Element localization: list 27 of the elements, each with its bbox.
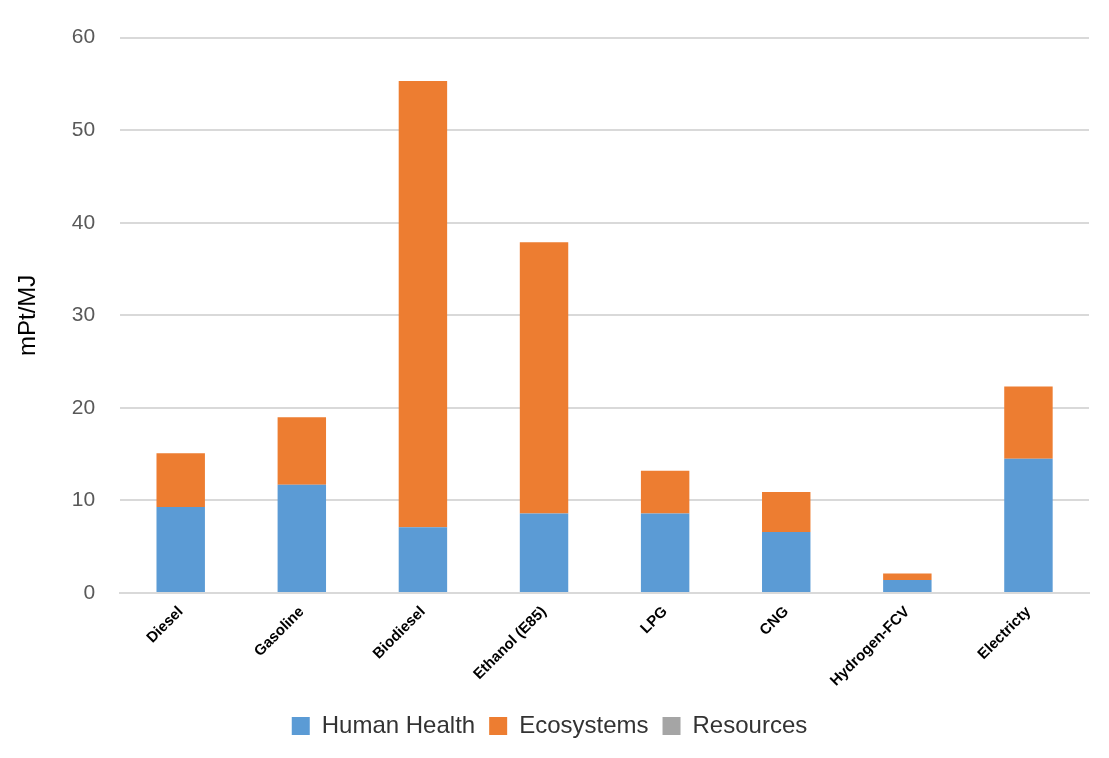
y-axis-title: mPt/MJ [13,274,41,356]
bar [883,580,932,593]
y-tick-label: 30 [71,302,96,326]
y-tick-label: 40 [71,209,96,233]
bar [398,81,448,528]
bar [519,242,569,514]
bar [1004,386,1053,459]
bar [762,492,811,532]
bar [762,531,811,593]
bar [883,573,932,581]
y-tick-label: 10 [71,487,96,511]
bar [640,470,690,514]
bar [398,527,448,593]
bar [640,513,690,593]
y-tick-label: 50 [71,116,96,140]
bar [1004,458,1053,593]
bar [156,453,205,507]
bar [519,513,569,593]
legend-label: Ecosystems [519,710,649,738]
y-tick-label: 0 [83,579,96,603]
bar [156,506,205,593]
legend-label: Human Health [321,710,476,738]
bar [277,417,327,485]
bar [277,484,327,593]
y-tick-label: 60 [71,24,96,48]
y-tick-label: 20 [71,394,96,418]
legend-label: Resources [692,710,808,738]
